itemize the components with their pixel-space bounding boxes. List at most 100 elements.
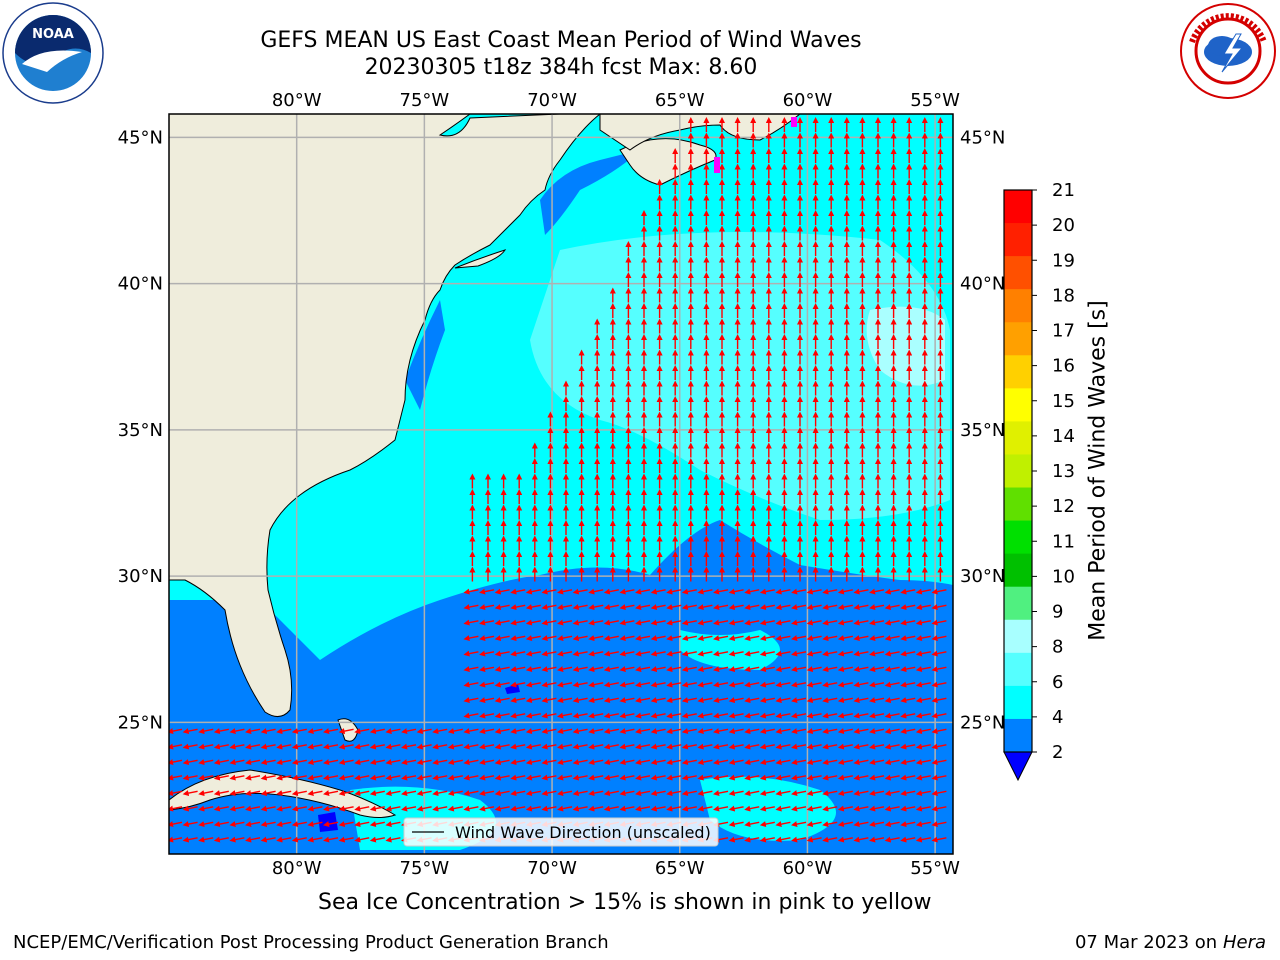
direction-arrow bbox=[354, 821, 370, 828]
direction-arrow bbox=[822, 774, 838, 781]
direction-arrow bbox=[884, 635, 900, 642]
direction-arrow bbox=[697, 805, 713, 812]
direction-arrow bbox=[447, 790, 463, 797]
longitude-label: 75°W bbox=[400, 858, 450, 879]
direction-arrow bbox=[510, 681, 526, 688]
direction-arrow bbox=[915, 681, 931, 688]
direction-arrow bbox=[837, 774, 853, 781]
direction-arrow bbox=[307, 790, 323, 797]
direction-arrow bbox=[650, 712, 666, 719]
direction-arrow bbox=[791, 650, 807, 657]
direction-arrow bbox=[229, 836, 245, 843]
direction-arrow bbox=[697, 712, 713, 719]
direction-arrow bbox=[229, 743, 245, 750]
direction-arrow bbox=[853, 790, 869, 797]
direction-arrow bbox=[900, 728, 916, 735]
direction-arrow bbox=[728, 588, 744, 595]
direction-arrow bbox=[681, 790, 697, 797]
direction-arrow bbox=[884, 650, 900, 657]
direction-arrow bbox=[588, 790, 604, 797]
direction-arrow bbox=[510, 619, 526, 626]
direction-arrow bbox=[385, 790, 401, 797]
direction-arrow bbox=[588, 805, 604, 812]
colorbar-swatch bbox=[1004, 289, 1032, 323]
direction-arrow bbox=[853, 836, 869, 843]
direction-arrow bbox=[572, 805, 588, 812]
colorbar-tick-label: 10 bbox=[1052, 566, 1075, 587]
colorbar-swatch bbox=[1004, 355, 1032, 389]
direction-arrow bbox=[229, 821, 245, 828]
direction-arrow bbox=[806, 728, 822, 735]
colorbar-tick-label: 13 bbox=[1052, 461, 1075, 482]
direction-arrow bbox=[791, 588, 807, 595]
direction-arrow bbox=[572, 790, 588, 797]
direction-arrow bbox=[182, 743, 198, 750]
direction-arrow bbox=[806, 774, 822, 781]
direction-arrow bbox=[713, 604, 729, 611]
direction-arrow bbox=[525, 666, 541, 673]
direction-arrow bbox=[728, 821, 744, 828]
direction-arrow bbox=[463, 635, 479, 642]
direction-arrow bbox=[759, 821, 775, 828]
direction-arrow bbox=[463, 666, 479, 673]
colorbar-title: Mean Period of Wind Waves [s] bbox=[1085, 299, 1111, 641]
direction-arrow bbox=[260, 821, 276, 828]
direction-arrow bbox=[853, 666, 869, 673]
direction-arrow bbox=[510, 790, 526, 797]
direction-arrow bbox=[869, 805, 885, 812]
direction-arrow bbox=[884, 759, 900, 766]
direction-arrow bbox=[869, 790, 885, 797]
direction-arrow bbox=[744, 681, 760, 688]
direction-arrow bbox=[853, 805, 869, 812]
direction-arrow bbox=[806, 619, 822, 626]
direction-arrow bbox=[291, 836, 307, 843]
direction-arrow bbox=[791, 805, 807, 812]
direction-arrow bbox=[588, 588, 604, 595]
direction-arrow bbox=[915, 604, 931, 611]
direction-arrow bbox=[588, 666, 604, 673]
direction-arrow bbox=[837, 666, 853, 673]
direction-arrow bbox=[354, 774, 370, 781]
direction-arrow bbox=[759, 743, 775, 750]
direction-arrow bbox=[572, 666, 588, 673]
direction-arrow bbox=[900, 650, 916, 657]
direction-arrow bbox=[791, 666, 807, 673]
direction-arrow bbox=[728, 836, 744, 843]
direction-arrow bbox=[744, 728, 760, 735]
direction-arrow bbox=[432, 743, 448, 750]
direction-arrow bbox=[837, 619, 853, 626]
direction-arrow bbox=[744, 759, 760, 766]
direction-arrow bbox=[541, 650, 557, 657]
direction-arrow bbox=[557, 635, 573, 642]
direction-arrow bbox=[588, 604, 604, 611]
direction-arrow bbox=[541, 666, 557, 673]
direction-arrow bbox=[307, 836, 323, 843]
direction-arrow bbox=[884, 743, 900, 750]
direction-arrow bbox=[619, 697, 635, 704]
direction-arrow bbox=[603, 712, 619, 719]
direction-arrow bbox=[775, 635, 791, 642]
direction-arrow bbox=[806, 666, 822, 673]
direction-arrow bbox=[744, 666, 760, 673]
direction-arrow bbox=[931, 619, 947, 626]
direction-arrow bbox=[635, 619, 651, 626]
direction-arrow bbox=[463, 743, 479, 750]
direction-arrow bbox=[276, 774, 292, 781]
direction-arrow bbox=[385, 821, 401, 828]
direction-arrow bbox=[728, 681, 744, 688]
direction-arrow bbox=[182, 805, 198, 812]
direction-arrow bbox=[291, 790, 307, 797]
direction-arrow bbox=[728, 790, 744, 797]
direction-arrow bbox=[603, 774, 619, 781]
direction-arrow bbox=[276, 805, 292, 812]
direction-arrow bbox=[822, 604, 838, 611]
colorbar-tick-label: 18 bbox=[1052, 285, 1075, 306]
map-legend: Wind Wave Direction (unscaled) bbox=[403, 817, 719, 847]
longitude-label: 55°W bbox=[910, 90, 960, 111]
direction-arrow bbox=[869, 604, 885, 611]
direction-arrow bbox=[169, 774, 183, 781]
direction-arrow bbox=[369, 743, 385, 750]
direction-arrow bbox=[713, 619, 729, 626]
direction-arrow bbox=[869, 650, 885, 657]
direction-arrow bbox=[759, 681, 775, 688]
